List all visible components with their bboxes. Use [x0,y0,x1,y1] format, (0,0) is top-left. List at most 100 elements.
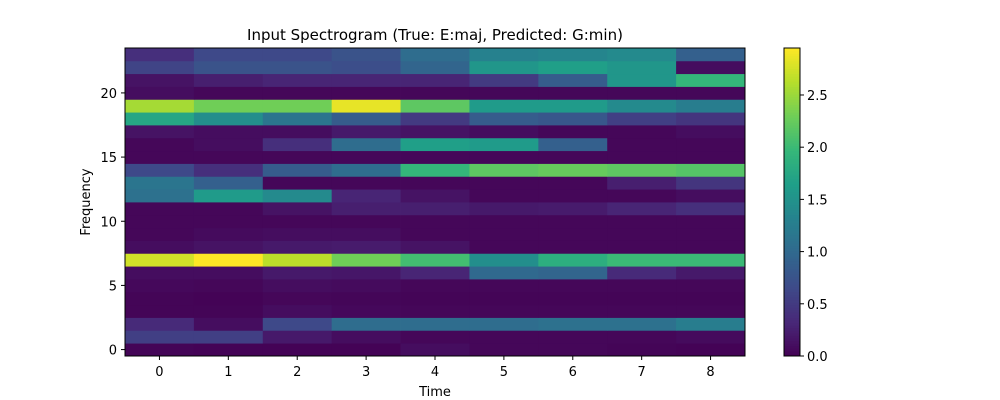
colorbar-segment [784,263,800,267]
heatmap-cell [607,86,677,100]
heatmap-cell [400,73,470,87]
colorbar-tick-label: 0.5 [807,298,828,313]
heatmap-cell [331,304,401,318]
heatmap-cell [400,240,470,254]
heatmap-cell [607,112,677,126]
heatmap-cell [676,99,746,113]
colorbar-segment [784,86,800,90]
colorbar-segment [784,107,800,111]
heatmap-cell [262,73,333,87]
heatmap-cell [676,48,746,62]
colorbar-segment [784,96,800,100]
colorbar-segment [784,163,800,167]
colorbar-segment [784,237,800,241]
colorbar-segment [784,145,800,149]
heatmap-cell [193,125,264,139]
heatmap-cell [262,279,333,293]
heatmap-cell [400,343,470,357]
heatmap-cells [125,48,746,357]
colorbar-segment [784,322,800,326]
heatmap-cell [331,125,401,139]
colorbar-segment [784,63,800,67]
heatmap-cell [607,317,677,331]
heatmap-cell [676,291,746,306]
colorbar-segment [784,281,800,285]
heatmap-cell [193,279,264,293]
x-tick-label: 1 [224,365,232,380]
heatmap-cell [331,214,401,229]
heatmap-cell [676,343,746,357]
heatmap-cell [469,48,539,62]
colorbar-tick-label: 1.0 [807,246,828,261]
colorbar-segment [784,350,800,354]
heatmap-cell [193,99,264,113]
heatmap-cell [676,86,746,100]
colorbar-segment [784,332,800,336]
colorbar-segment [784,181,800,185]
colorbar-segment [784,68,800,72]
heatmap-cell [469,279,539,293]
colorbar-segment [784,235,800,239]
heatmap-cell [538,343,608,357]
heatmap-cell [331,202,401,216]
heatmap-cell [676,304,746,318]
colorbar-segment [784,53,800,57]
colorbar-segment [784,266,800,270]
colorbar-segment [784,335,800,339]
heatmap-cell [193,227,264,241]
heatmap-cell [607,125,677,139]
heatmap-cell [125,112,195,126]
heatmap-cell [469,253,539,267]
colorbar-segment [784,248,800,252]
colorbar-segment [784,196,800,200]
heatmap-cell [193,112,264,126]
colorbar-segment [784,148,800,152]
heatmap-cell [538,291,608,306]
colorbar-segment [784,291,800,295]
heatmap-cell [676,112,746,126]
heatmap-cell [262,253,333,267]
heatmap-cell [125,304,195,318]
heatmap-cell [676,150,746,164]
heatmap-cell [193,266,264,280]
heatmap-cell [331,86,401,100]
colorbar-segment [784,50,800,54]
colorbar-segment [784,178,800,182]
colorbar-segment [784,191,800,195]
heatmap-cell [400,304,470,318]
heatmap-cell [676,202,746,216]
heatmap-cell [125,343,195,357]
heatmap-cell [400,48,470,62]
colorbar-segment [784,99,800,103]
heatmap-cell [125,86,195,100]
heatmap-cell [193,60,264,75]
colorbar-segment [784,137,800,141]
colorbar-segment [784,158,800,162]
colorbar-segment [784,109,800,113]
heatmap-cell [469,112,539,126]
heatmap-cell [400,189,470,203]
y-axis-ticks: 0 5 10 15 20 [100,87,125,359]
heatmap-cell [469,227,539,241]
heatmap-cell [331,150,401,164]
heatmap-cell [607,279,677,293]
heatmap-cell [607,73,677,87]
colorbar-segment [784,186,800,190]
y-tick-label: 10 [100,215,117,230]
heatmap-cell [676,330,746,344]
heatmap-cell [262,304,333,318]
y-tick-label: 20 [100,87,117,102]
colorbar-segment [784,58,800,62]
colorbar-segment [784,104,800,108]
heatmap-cell [538,150,608,164]
heatmap-cell [538,330,608,344]
colorbar-segment [784,83,800,87]
colorbar-segment [784,209,800,213]
heatmap-cell [469,163,539,177]
heatmap-cell [400,112,470,126]
colorbar-segment [784,114,800,118]
heatmap-cell [262,112,333,126]
colorbar-segment [784,94,800,98]
heatmap-cell [125,99,195,113]
